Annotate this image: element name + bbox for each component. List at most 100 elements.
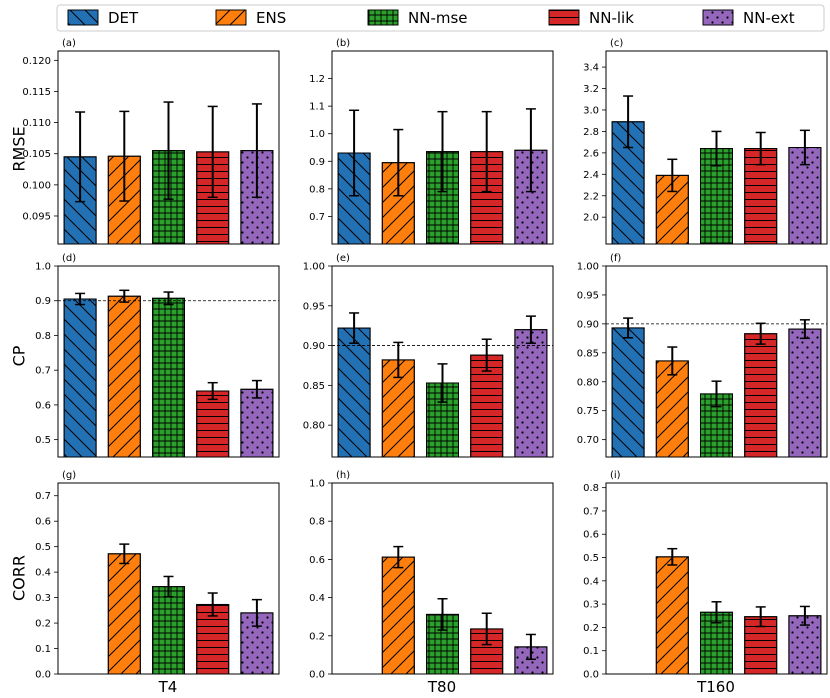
y-tick-label: 3.2 (583, 84, 599, 95)
y-tick-label: 0.095 (22, 211, 51, 222)
y-tick-label: 0.80 (303, 421, 325, 432)
legend-item-nn-ext: NN-ext (702, 9, 795, 27)
legend-label-det: DET (108, 9, 139, 27)
y-tick-label: 2.0 (583, 213, 599, 224)
panel-i: (i) 0.0 0.1 0.2 0.3 0.4 0.5 0.6 0.7 0.8 (583, 470, 828, 681)
row-label-rmse: RMSE (10, 126, 29, 171)
y-tick-label: 0.2 (309, 631, 325, 642)
bar-nn-ext (240, 103, 274, 245)
y-tick-label: 0.7 (35, 491, 51, 502)
bar-ens (381, 341, 415, 458)
bar-ens (655, 547, 689, 675)
panel-h: (h) 0.0 0.2 0.4 0.6 0.8 1.0 (309, 470, 554, 681)
axes-frame (605, 265, 828, 458)
bar-hatch (107, 295, 141, 458)
bar-nn-lik (744, 606, 778, 675)
bar-nn-lik (470, 110, 504, 245)
bar-hatch (107, 553, 141, 675)
axes-frame (605, 482, 828, 675)
y-tick-label: 1.00 (303, 262, 325, 273)
bar-hatch (744, 333, 778, 458)
y-tick-label: 0.100 (22, 180, 51, 191)
bar-det (63, 292, 97, 458)
bar-nn-ext (788, 129, 822, 245)
y-tick-label: 0.95 (303, 301, 325, 312)
legend: DET ENS NN-mse NN-lik NN-ext (56, 4, 825, 32)
bar-hatch (337, 327, 371, 458)
panel-d: (d) 0.5 0.6 0.7 0.8 0.9 1.0 (35, 253, 280, 458)
y-tick-label: 0.115 (22, 87, 51, 98)
bar-nn-mse (700, 601, 733, 675)
y-tick-label: 3.0 (583, 105, 599, 116)
y-tick-label: 0.0 (35, 670, 51, 681)
legend-item-ens: ENS (215, 9, 286, 27)
bar-nn-lik (470, 338, 504, 458)
y-tick-label: 0.2 (583, 623, 599, 634)
bar-ens (107, 289, 141, 458)
legend-hatch-nn-ext (702, 9, 734, 26)
panel-b: (b) 0.7 0.8 0.9 1.0 1.1 1.2 (309, 38, 554, 245)
bar-nn-lik (196, 381, 230, 458)
legend-item-nn-lik: NN-lik (548, 9, 634, 27)
bar-hatch (655, 360, 689, 458)
bar-nn-lik (196, 105, 230, 245)
y-tick-label: 1.00 (577, 262, 599, 273)
bar-ens (381, 128, 415, 245)
bar-hatch (152, 586, 185, 675)
y-tick-label: 0.1 (35, 644, 51, 655)
legend-item-det: DET (67, 9, 139, 27)
panel-c: (c) 2.0 2.2 2.4 2.6 2.8 3.0 3.2 3.4 (583, 38, 828, 245)
panel-label: (a) (62, 38, 76, 49)
panel-label: (b) (336, 38, 350, 49)
bar-nn-mse (152, 575, 185, 675)
y-tick-label: 0.75 (577, 406, 599, 417)
bar-nn-ext (240, 379, 274, 458)
bar-nn-mse (426, 597, 459, 675)
col-label-t4: T4 (158, 678, 178, 696)
panel-f: (f) 0.70 0.75 0.80 0.85 0.90 0.95 1.00 (577, 253, 828, 458)
panel-g: (g) 0.0 0.1 0.2 0.3 0.4 0.5 0.6 0.7 (35, 470, 280, 681)
y-tick-label: 0.7 (309, 212, 325, 223)
bar-hatch (381, 556, 415, 675)
bar-nn-ext (514, 108, 548, 245)
axes-frame (605, 50, 828, 245)
axes-frame (331, 50, 554, 245)
bar-nn-lik (744, 131, 778, 245)
y-tick-label: 0.105 (22, 149, 51, 160)
bar-ens (107, 110, 141, 245)
panels: (a)0.0950.1000.1050.1100.1150.120(b)0.70… (22, 38, 828, 681)
panel-label: (h) (336, 470, 350, 481)
row-label-cp: CP (10, 345, 29, 366)
y-tick-label: 0.90 (577, 319, 599, 330)
y-tick-label: 1.0 (309, 479, 325, 490)
bar-det (611, 95, 645, 245)
y-tick-label: 0.3 (35, 593, 51, 604)
axes-frame (331, 482, 554, 675)
y-tick-label: 0.6 (35, 517, 51, 528)
y-tick-label: 0.9 (309, 157, 325, 168)
y-tick-label: 2.6 (583, 148, 599, 159)
y-tick-label: 0.4 (583, 576, 599, 587)
legend-label-ens: ENS (256, 9, 286, 27)
y-tick-label: 0.5 (583, 553, 599, 564)
legend-hatch-nn-mse (367, 9, 399, 26)
y-tick-label: 0.8 (583, 483, 599, 494)
y-tick-label: 0.95 (577, 290, 599, 301)
legend-label-nn-lik: NN-lik (589, 9, 634, 27)
y-tick-label: 1.1 (309, 102, 325, 113)
y-tick-label: 1.0 (35, 262, 51, 273)
bar-nn-lik (470, 612, 504, 675)
col-label-t160: T160 (696, 678, 735, 696)
bar-det (611, 317, 645, 458)
bar-nn-ext (788, 605, 822, 675)
axes-frame (57, 50, 280, 245)
bar-nn-mse (426, 363, 459, 458)
legend-frame (56, 4, 825, 32)
bar-hatch (611, 327, 645, 458)
panel-label: (e) (336, 253, 350, 264)
y-tick-label: 0.80 (577, 377, 599, 388)
legend-hatch-nn-lik (548, 9, 580, 26)
panel-label: (f) (610, 253, 621, 264)
y-tick-label: 0.7 (35, 366, 51, 377)
legend-hatch-det (67, 9, 99, 26)
